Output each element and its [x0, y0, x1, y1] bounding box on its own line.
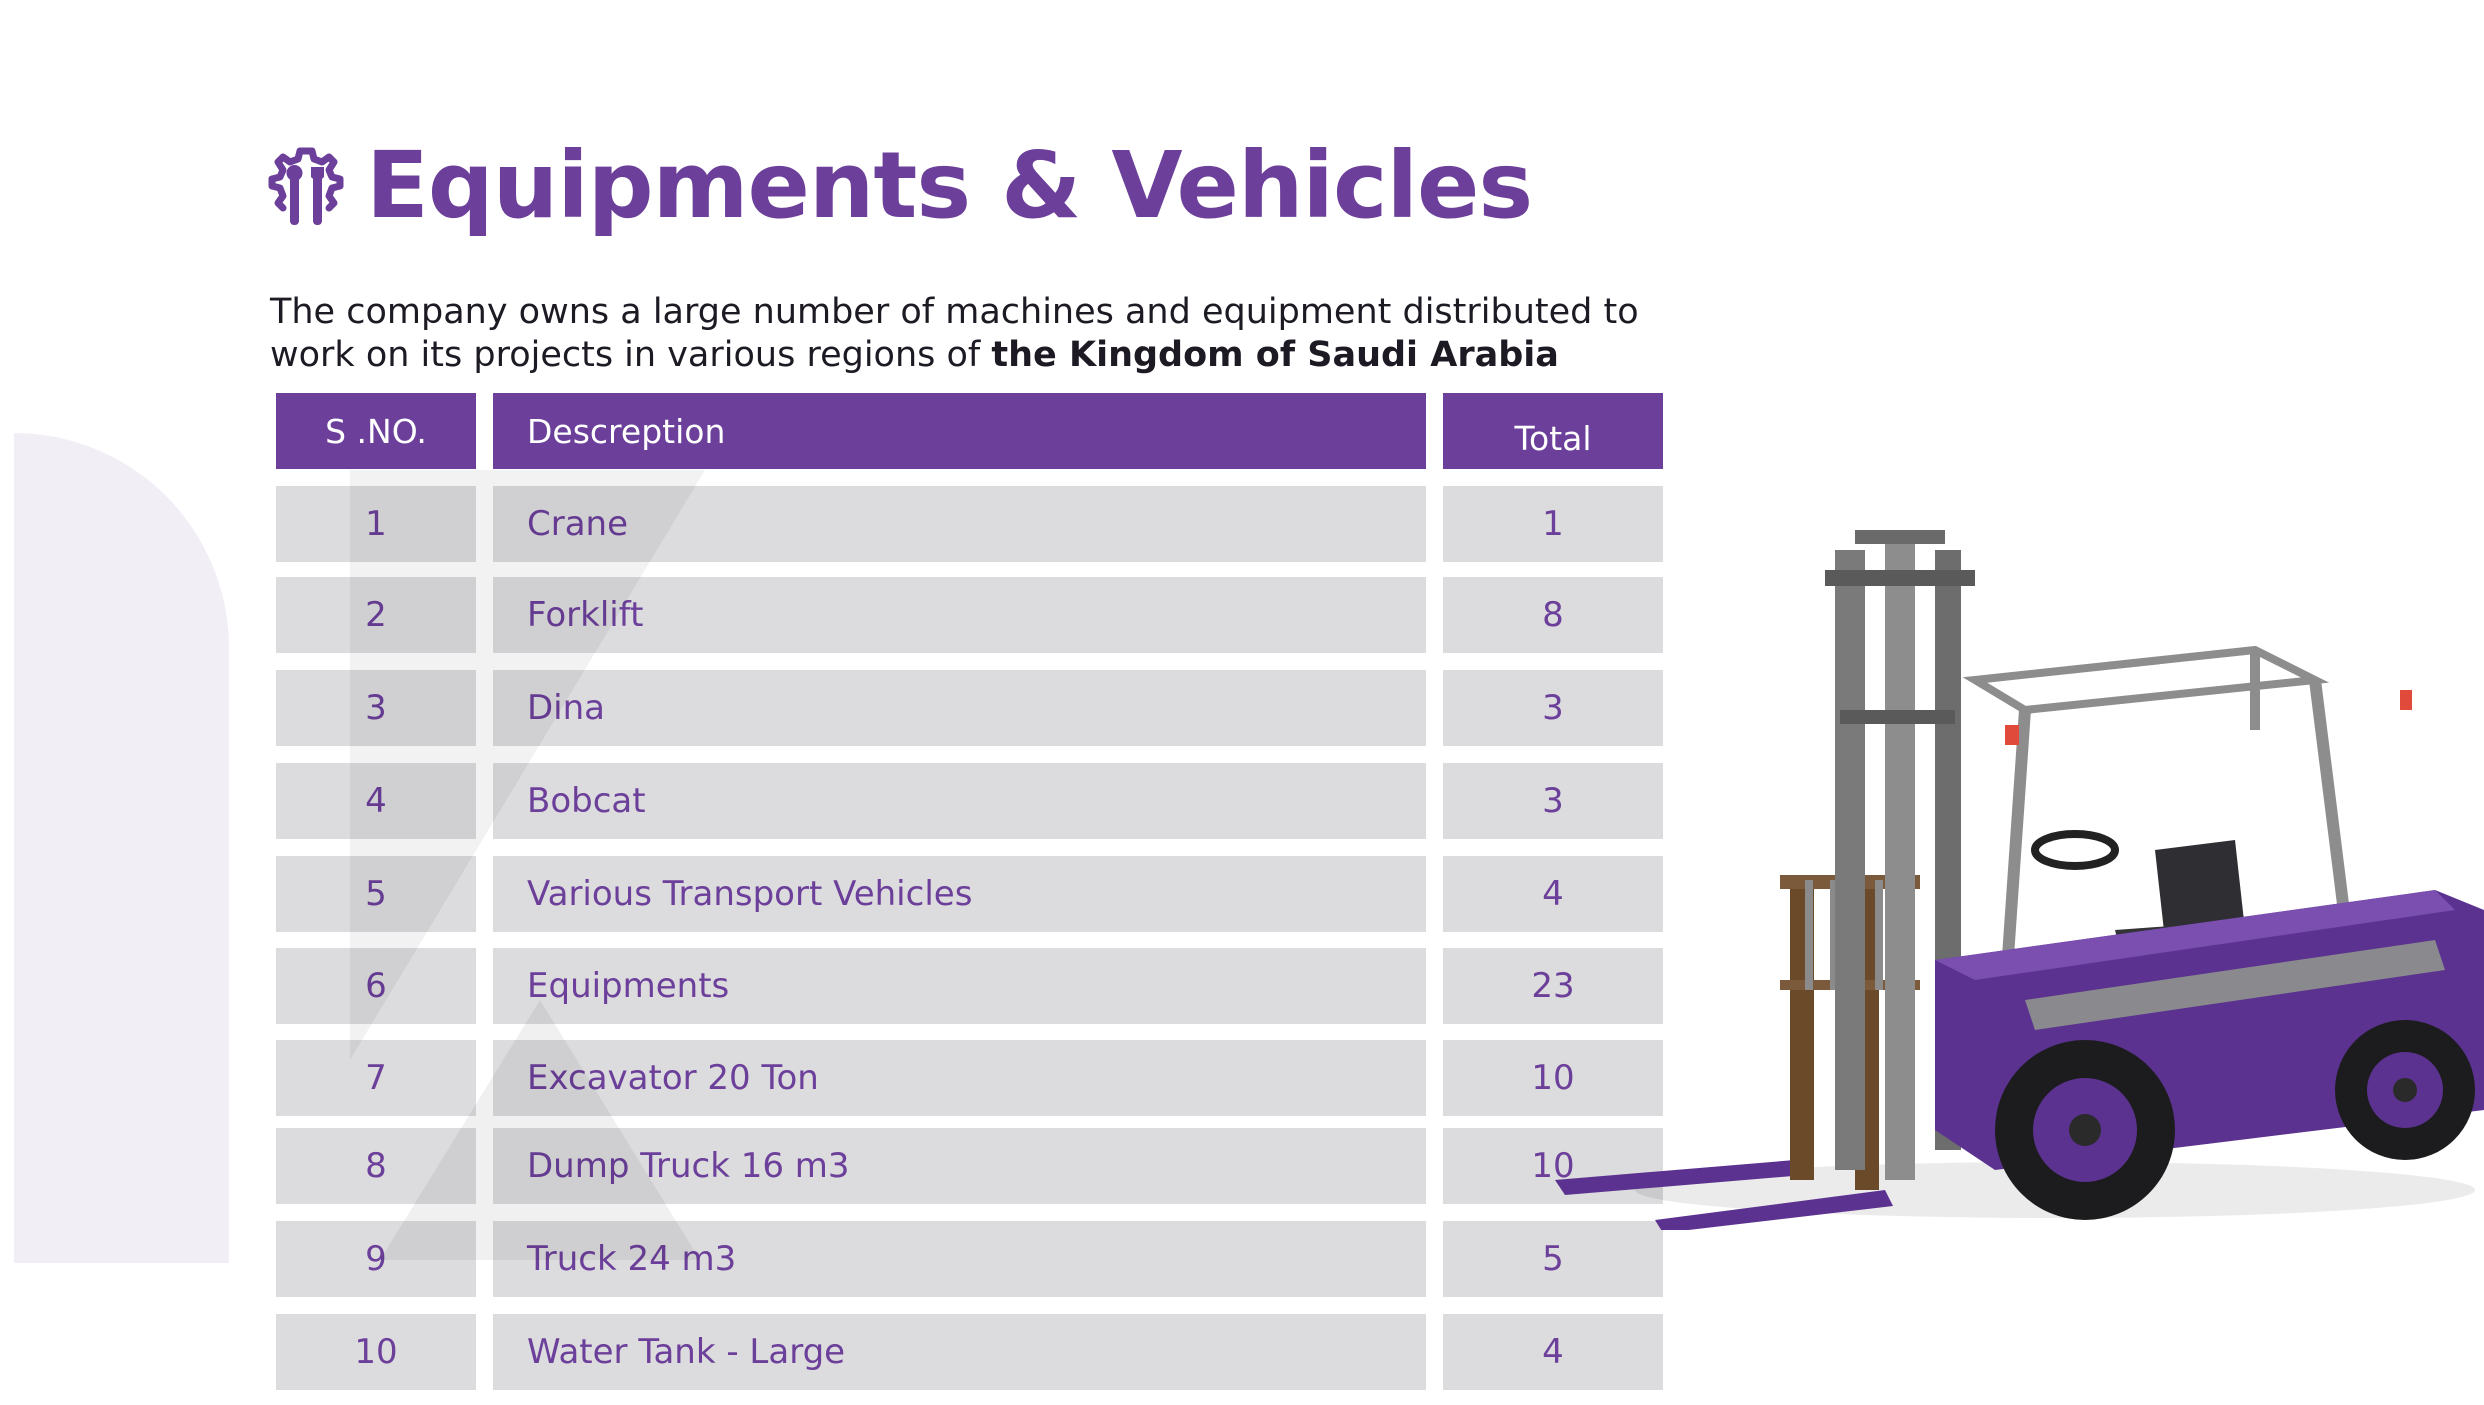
forklift-image	[1555, 530, 2484, 1230]
table-row-total: 3	[1443, 670, 1663, 746]
table-row-description: Dump Truck 16 m3	[493, 1128, 1426, 1204]
table-row-description: Forklift	[493, 577, 1426, 653]
page-title: Equipments & Vehicles	[268, 132, 1533, 239]
table-row-description: Excavator 20 Ton	[493, 1040, 1426, 1116]
table-row-description: Water Tank - Large	[493, 1314, 1426, 1390]
table-row-total: 4	[1443, 856, 1663, 932]
table-row-description: Dina	[493, 670, 1426, 746]
table-row-description: Equipments	[493, 948, 1426, 1024]
table-row-sno: 9	[276, 1221, 476, 1297]
table-row-total: 4	[1443, 1314, 1663, 1390]
table-row-sno: 7	[276, 1040, 476, 1116]
table-row-sno: 8	[276, 1128, 476, 1204]
table-row-sno: 1	[276, 486, 476, 562]
table-row-sno: 6	[276, 948, 476, 1024]
intro-paragraph: The company owns a large number of machi…	[270, 291, 1690, 377]
table-row-description: Various Transport Vehicles	[493, 856, 1426, 932]
table-row-description: Crane	[493, 486, 1426, 562]
title-text: Equipments & Vehicles	[366, 132, 1533, 239]
table-row-total: 3	[1443, 763, 1663, 839]
table-row-sno: 10	[276, 1314, 476, 1390]
table-row-total: 1	[1443, 486, 1663, 562]
table-row-sno: 4	[276, 763, 476, 839]
header-description: Descreption	[493, 393, 1426, 469]
intro-text: The company owns a large number of machi…	[270, 292, 1639, 375]
table-row-total: 23	[1443, 948, 1663, 1024]
table-row-sno: 3	[276, 670, 476, 746]
header-sno: S .NO.	[276, 393, 476, 469]
table-row-sno: 2	[276, 577, 476, 653]
header-total: Total	[1443, 393, 1663, 469]
table-row-sno: 5	[276, 856, 476, 932]
gear-tools-icon	[268, 147, 344, 225]
table-row-description: Truck 24 m3	[493, 1221, 1426, 1297]
table-row-total: 5	[1443, 1221, 1663, 1297]
table-row-total: 8	[1443, 577, 1663, 653]
table-row-description: Bobcat	[493, 763, 1426, 839]
intro-text-bold: the Kingdom of Saudi Arabia	[991, 335, 1559, 375]
table-row-total: 10	[1443, 1040, 1663, 1116]
